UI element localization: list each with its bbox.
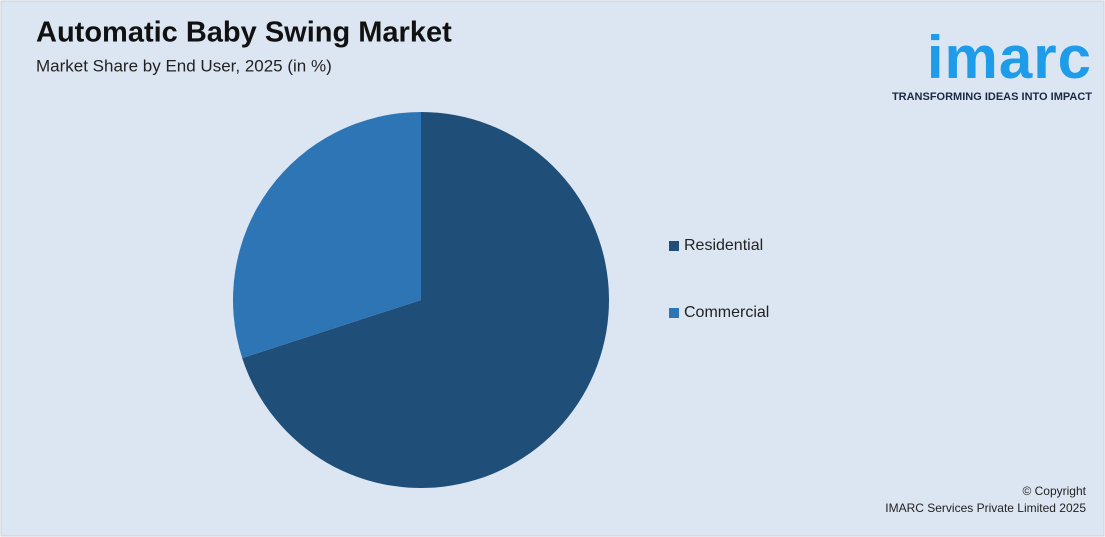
legend-label: Residential — [684, 237, 763, 254]
logo-name: imarc — [927, 24, 1092, 91]
legend-label: Commercial — [684, 304, 769, 321]
company: IMARC Services Private Limited 2025 — [885, 501, 1086, 515]
copyright: © Copyright — [1022, 484, 1086, 498]
logo-tagline: TRANSFORMING IDEAS INTO IMPACT — [892, 91, 1092, 103]
chart-title: Automatic Baby Swing Market — [36, 17, 452, 49]
legend-swatch — [669, 241, 679, 251]
pie-slice — [242, 112, 610, 488]
chart-subtitle: Market Share by End User, 2025 (in %) — [36, 56, 332, 75]
legend-swatch — [669, 308, 679, 318]
pie-slice — [232, 112, 421, 359]
